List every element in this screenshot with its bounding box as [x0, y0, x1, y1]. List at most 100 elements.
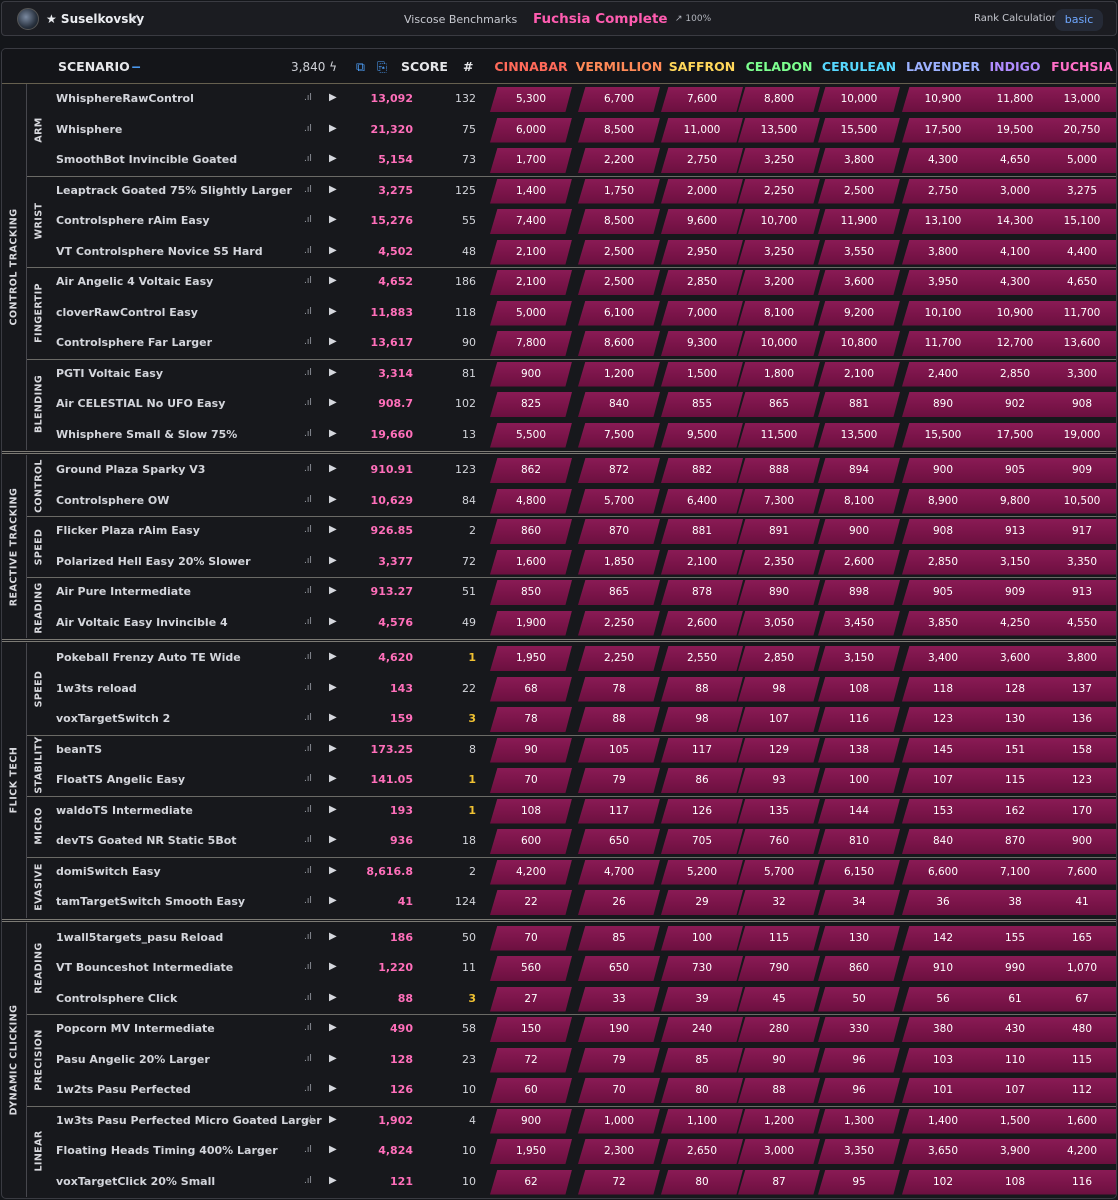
play-icon[interactable]: ▶ [329, 712, 337, 723]
leaderboard-icon[interactable]: .ıl [304, 774, 312, 784]
play-icon[interactable]: ▶ [329, 275, 337, 286]
play-icon[interactable]: ▶ [329, 493, 337, 505]
scenario-name[interactable]: domiSwitch Easy [56, 864, 161, 878]
leaderboard-icon[interactable]: .ıl [304, 1175, 312, 1186]
play-icon[interactable]: ▶ [329, 244, 337, 256]
play-icon[interactable]: ▶ [329, 895, 337, 906]
leaderboard-icon[interactable]: .ıl [304, 93, 312, 103]
scenario-name[interactable]: tamTargetSwitch Smooth Easy [56, 895, 246, 908]
leaderboard-icon[interactable]: .ıl [304, 525, 312, 535]
scenario-name[interactable]: Pokeball Frenzy Auto TE Wide [56, 651, 241, 664]
leaderboard-icon[interactable]: .ıl [304, 1114, 312, 1125]
leaderboard-icon[interactable]: .ıl [304, 398, 312, 408]
play-icon[interactable]: ▶ [329, 773, 337, 784]
leaderboard-icon[interactable]: .ıl [304, 337, 312, 347]
play-icon[interactable]: ▶ [329, 961, 337, 972]
play-icon[interactable]: ▶ [329, 214, 337, 225]
scenario-name[interactable]: WhisphereRawControl [56, 92, 194, 105]
play-icon[interactable]: ▶ [329, 1174, 337, 1186]
scenario-name[interactable]: Leaptrack Goated 75% Slightly Larger [56, 183, 292, 197]
scenario-name[interactable]: cloverRawControl Easy [56, 305, 198, 319]
leaderboard-icon[interactable]: .ıl [304, 896, 312, 906]
leaderboard-icon[interactable]: .ıl [304, 245, 312, 256]
play-icon[interactable]: ▶ [329, 681, 337, 693]
scenario-name[interactable]: 1w2ts Pasu Perfected [56, 1083, 191, 1096]
play-icon[interactable]: ▶ [329, 742, 337, 754]
leaderboard-icon[interactable]: .ıl [304, 123, 312, 134]
scenario-name[interactable]: Air CELESTIAL No UFO Easy [56, 397, 226, 410]
leaderboard-icon[interactable]: .ıl [304, 713, 312, 723]
leaderboard-icon[interactable]: .ıl [304, 306, 312, 317]
play-icon[interactable]: ▶ [329, 585, 337, 596]
leaderboard-icon[interactable]: .ıl [304, 962, 312, 972]
scenario-name[interactable]: 1wall5targets_pasu Reload [56, 930, 224, 944]
play-icon[interactable]: ▶ [329, 427, 337, 439]
play-icon[interactable]: ▶ [329, 1113, 337, 1125]
play-icon[interactable]: ▶ [329, 615, 337, 627]
scenario-name[interactable]: Flicker Plaza rAim Easy [56, 524, 200, 537]
play-icon[interactable]: ▶ [329, 366, 337, 378]
scenario-name[interactable]: VT Controlsphere Novice S5 Hard [56, 244, 263, 258]
collapse-toggle-icon[interactable]: − [131, 59, 142, 74]
leaderboard-icon[interactable]: .ıl [304, 276, 312, 286]
play-icon[interactable]: ▶ [329, 864, 337, 876]
play-icon[interactable]: ▶ [329, 153, 337, 164]
leaderboard-icon[interactable]: .ıl [304, 835, 312, 845]
leaderboard-icon[interactable]: .ıl [304, 428, 312, 439]
scenario-name[interactable]: Floating Heads Timing 400% Larger [56, 1144, 278, 1157]
play-icon[interactable]: ▶ [329, 1052, 337, 1064]
play-icon[interactable]: ▶ [329, 524, 337, 535]
play-icon[interactable]: ▶ [329, 554, 337, 566]
scenario-name[interactable]: Whisphere [56, 122, 123, 136]
play-icon[interactable]: ▶ [329, 463, 337, 474]
play-icon[interactable]: ▶ [329, 1022, 337, 1033]
scenario-name[interactable]: VT Bounceshot Intermediate [56, 961, 234, 974]
leaderboard-icon[interactable]: .ıl [304, 555, 312, 566]
play-icon[interactable]: ▶ [329, 336, 337, 347]
scenario-name[interactable]: SmoothBot Invincible Goated [56, 153, 238, 166]
scenario-name[interactable]: devTS Goated NR Static 5Bot [56, 834, 237, 847]
scenario-name[interactable]: beanTS [56, 742, 103, 756]
play-icon[interactable]: ▶ [329, 651, 337, 662]
scenario-name[interactable]: Whisphere Small & Slow 75% [56, 427, 238, 441]
leaderboard-icon[interactable]: .ıl [304, 586, 312, 596]
avatar[interactable] [17, 8, 39, 30]
leaderboard-icon[interactable]: .ıl [304, 494, 312, 505]
copy-icon[interactable]: ⧉ [356, 59, 365, 74]
leaderboard-icon[interactable]: .ıl [304, 1084, 312, 1094]
scenario-name[interactable]: voxTargetSwitch 2 [56, 712, 171, 725]
scenario-name[interactable]: Controlsphere rAim Easy [56, 214, 210, 227]
leaderboard-icon[interactable]: .ıl [304, 184, 312, 195]
play-icon[interactable]: ▶ [329, 1144, 337, 1155]
scenario-name[interactable]: PGTI Voltaic Easy [56, 366, 164, 380]
leaderboard-icon[interactable]: .ıl [304, 743, 312, 754]
play-icon[interactable]: ▶ [329, 803, 337, 815]
leaderboard-icon[interactable]: .ıl [304, 682, 312, 693]
scenario-name[interactable]: Controlsphere Click [56, 991, 178, 1005]
scenario-name[interactable]: 1w3ts Pasu Perfected Micro Goated Larger [56, 1113, 322, 1127]
scenario-name[interactable]: Air Angelic 4 Voltaic Easy [56, 275, 214, 288]
leaderboard-icon[interactable]: .ıl [304, 215, 312, 225]
play-icon[interactable]: ▶ [329, 1083, 337, 1094]
scenario-name[interactable]: Ground Plaza Sparky V3 [56, 463, 206, 476]
benchmark-name[interactable]: Viscose Benchmarks [404, 13, 518, 26]
scenario-name[interactable]: Air Pure Intermediate [56, 585, 191, 598]
leaderboard-icon[interactable]: .ıl [304, 154, 312, 164]
play-icon[interactable]: ▶ [329, 397, 337, 408]
leaderboard-icon[interactable]: .ıl [304, 992, 312, 1003]
username[interactable]: ★ Suselkovsky [46, 12, 145, 26]
leaderboard-icon[interactable]: .ıl [304, 1145, 312, 1155]
scenario-name[interactable]: Air Voltaic Easy Invincible 4 [56, 615, 228, 629]
scenario-name[interactable]: Pasu Angelic 20% Larger [56, 1052, 210, 1066]
leaderboard-icon[interactable]: .ıl [304, 652, 312, 662]
play-icon[interactable]: ▶ [329, 305, 337, 317]
scenario-name[interactable]: FloatTS Angelic Easy [56, 773, 186, 786]
scenario-name[interactable]: voxTargetClick 20% Small [56, 1174, 216, 1188]
leaderboard-icon[interactable]: .ıl [304, 616, 312, 627]
leaderboard-icon[interactable]: .ıl [304, 931, 312, 942]
scenario-name[interactable]: waldoTS Intermediate [56, 803, 193, 817]
leaderboard-icon[interactable]: .ıl [304, 865, 312, 876]
leaderboard-icon[interactable]: .ıl [304, 1023, 312, 1033]
scenario-name[interactable]: Popcorn MV Intermediate [56, 1022, 215, 1035]
scenario-name[interactable]: Controlsphere Far Larger [56, 336, 213, 349]
